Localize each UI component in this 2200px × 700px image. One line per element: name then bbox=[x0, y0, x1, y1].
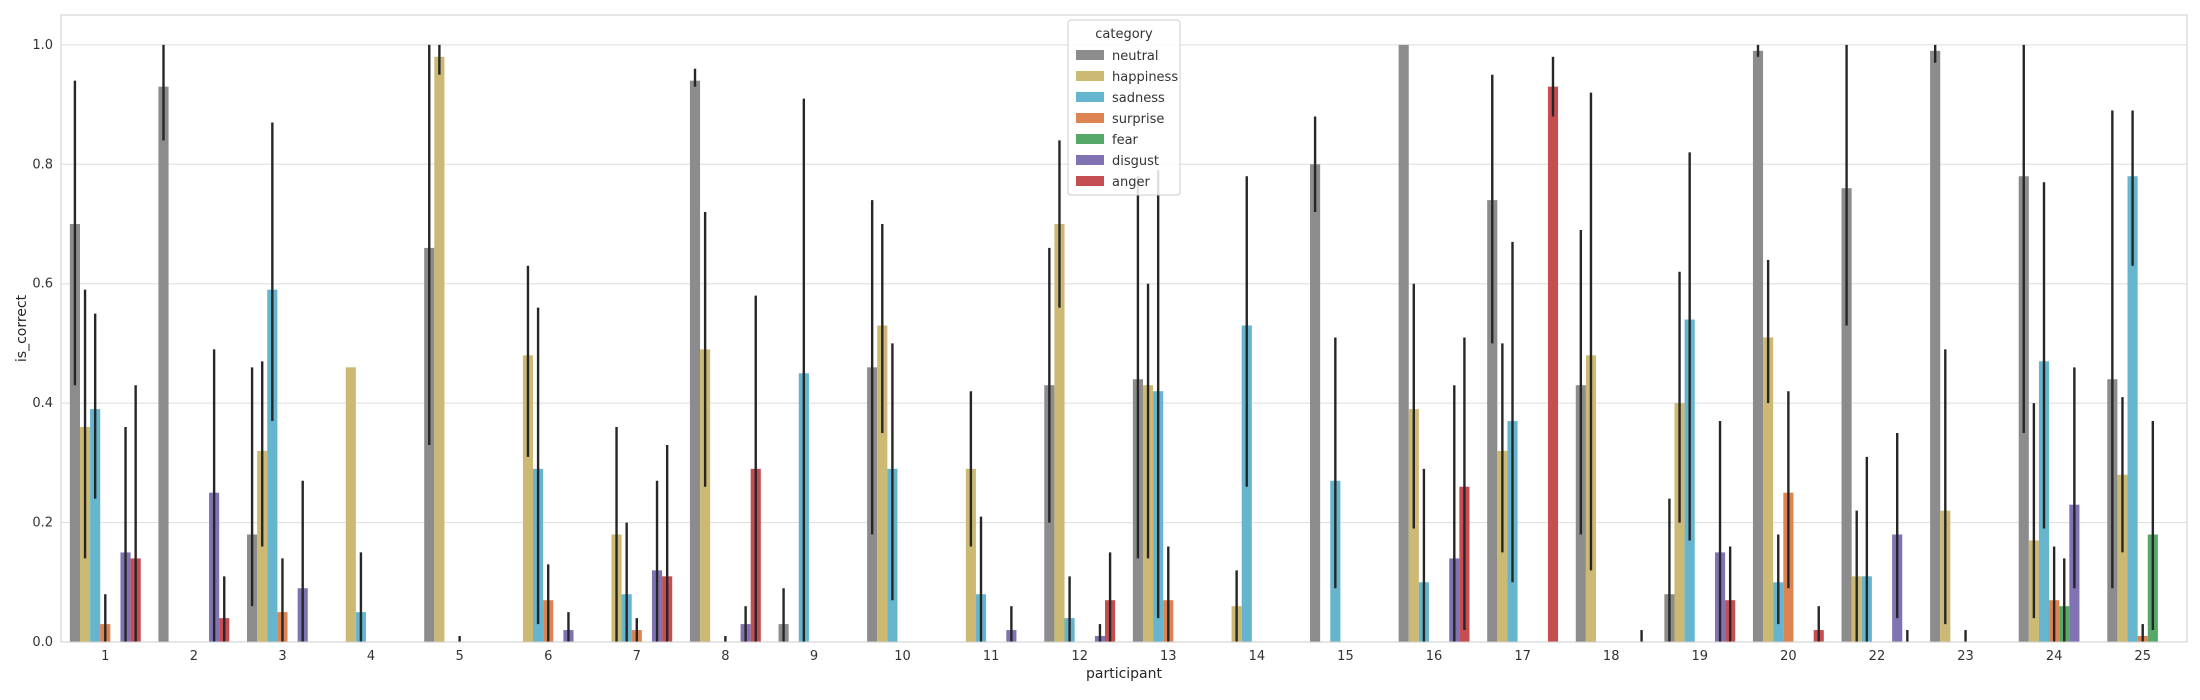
y-tick-label: 0.8 bbox=[32, 157, 53, 172]
legend-label-sadness: sadness bbox=[1112, 91, 1165, 106]
bar-happiness-participant-20 bbox=[1763, 337, 1774, 642]
y-tick-labels: 0.0 0.2 0.4 0.6 0.8 1.0 bbox=[32, 38, 53, 650]
bar-neutral-participant-15 bbox=[1310, 164, 1321, 643]
y-tick-label: 0.0 bbox=[32, 635, 53, 650]
legend-label-anger: anger bbox=[1112, 175, 1150, 190]
legend-box bbox=[1067, 19, 1181, 196]
x-tick-label: 6 bbox=[544, 649, 552, 664]
x-tick-label: 11 bbox=[983, 649, 1000, 664]
bar-happiness-participant-12 bbox=[1054, 224, 1065, 642]
y-tick-label: 0.6 bbox=[32, 277, 53, 292]
bar-happiness-participant-10 bbox=[877, 325, 888, 642]
bar-happiness-participant-8 bbox=[700, 349, 711, 642]
y-axis-label: is_correct bbox=[14, 294, 30, 362]
x-tick-label: 24 bbox=[2046, 649, 2063, 664]
x-tick-label: 17 bbox=[1514, 649, 1531, 664]
bar-sadness-participant-1 bbox=[90, 409, 101, 642]
plot-frame bbox=[60, 14, 2188, 643]
bar-sadness-participant-3 bbox=[267, 289, 278, 642]
x-tick-label: 4 bbox=[367, 649, 375, 664]
x-tick-labels: 1 2 3 4 5 6 7 8 9 10 11 12 13 14 15 16 17 18 19 20 22 23 24 25 bbox=[101, 649, 2151, 664]
bar-neutral-participant-8 bbox=[689, 80, 701, 642]
bar-happiness-participant-25 bbox=[2117, 474, 2128, 642]
legend-swatch-sadness bbox=[1076, 92, 1104, 102]
x-tick-label: 23 bbox=[1957, 649, 1974, 664]
x-tick-label: 3 bbox=[278, 649, 286, 664]
y-tick-label: 0.2 bbox=[32, 516, 53, 531]
bar-neutral-participant-17 bbox=[1487, 200, 1498, 642]
x-tick-label: 22 bbox=[1869, 649, 1886, 664]
legend-label-happiness: happiness bbox=[1112, 70, 1178, 85]
x-tick-label: 25 bbox=[2134, 649, 2151, 664]
legend-items: neutral happiness sadness surprise fear disgu… bbox=[1076, 49, 1178, 190]
legend-label-neutral: neutral bbox=[1112, 49, 1159, 64]
legend-swatch-fear bbox=[1076, 134, 1104, 144]
bar-happiness-participant-4 bbox=[345, 367, 356, 642]
legend-title: category bbox=[1095, 27, 1153, 42]
x-tick-label: 20 bbox=[1780, 649, 1797, 664]
bar-neutral-participant-2 bbox=[158, 86, 169, 642]
x-tick-label: 8 bbox=[721, 649, 729, 664]
x-tick-label: 2 bbox=[190, 649, 198, 664]
legend-label-surprise: surprise bbox=[1112, 112, 1164, 127]
legend: category neutral happiness sadness surprise… bbox=[1067, 19, 1181, 196]
bar-neutral-participant-23 bbox=[1930, 50, 1941, 643]
legend-label-disgust: disgust bbox=[1112, 154, 1159, 169]
bar-neutral-participant-22 bbox=[1841, 188, 1852, 642]
x-tick-label: 12 bbox=[1071, 649, 1088, 664]
x-tick-label: 7 bbox=[633, 649, 641, 664]
bar-neutral-participant-1 bbox=[69, 224, 80, 642]
legend-swatch-disgust bbox=[1076, 155, 1104, 165]
legend-swatch-anger bbox=[1076, 176, 1104, 186]
bar-happiness-participant-11 bbox=[965, 468, 976, 642]
x-tick-label: 19 bbox=[1692, 649, 1709, 664]
bar-neutral-participant-20 bbox=[1752, 50, 1764, 643]
bar-sadness-participant-25 bbox=[2127, 176, 2138, 642]
x-tick-label: 15 bbox=[1337, 649, 1354, 664]
legend-label-fear: fear bbox=[1112, 133, 1139, 148]
x-tick-label: 13 bbox=[1160, 649, 1177, 664]
bar-happiness-participant-5 bbox=[434, 56, 445, 643]
x-tick-label: 18 bbox=[1603, 649, 1620, 664]
legend-swatch-happiness bbox=[1076, 71, 1104, 81]
x-tick-label: 10 bbox=[894, 649, 911, 664]
x-tick-label: 14 bbox=[1249, 649, 1266, 664]
x-tick-label: 9 bbox=[810, 649, 818, 664]
y-tick-label: 0.4 bbox=[32, 396, 53, 411]
x-axis-label: participant bbox=[1086, 666, 1163, 682]
bar-neutral-participant-16 bbox=[1398, 44, 1409, 643]
legend-swatch-neutral bbox=[1076, 50, 1104, 60]
legend-swatch-surprise bbox=[1076, 113, 1104, 123]
x-tick-label: 16 bbox=[1426, 649, 1443, 664]
x-tick-label: 5 bbox=[455, 649, 463, 664]
x-tick-label: 1 bbox=[101, 649, 109, 664]
bar-anger-participant-17 bbox=[1547, 86, 1559, 642]
y-tick-label: 1.0 bbox=[32, 38, 53, 53]
error-bars bbox=[73, 44, 2155, 642]
bar-happiness-participant-6 bbox=[522, 355, 534, 642]
